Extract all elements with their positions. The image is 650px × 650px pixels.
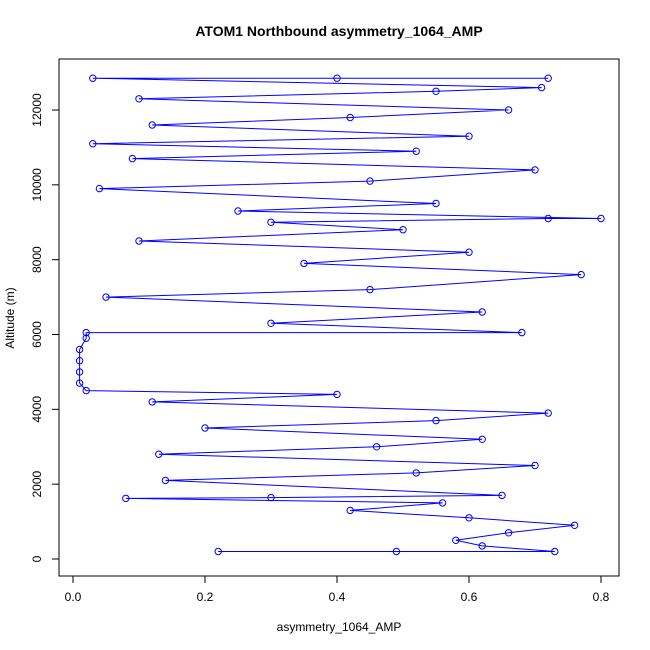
- data-point: [148, 121, 156, 129]
- x-tick-label: 0.0: [65, 590, 82, 604]
- y-axis-label: Altitude (m): [3, 287, 17, 348]
- data-point: [478, 542, 486, 550]
- data-point: [412, 147, 420, 155]
- data-point: [128, 154, 137, 163]
- data-point: [75, 345, 84, 354]
- data-point: [82, 328, 90, 337]
- data-point: [89, 74, 97, 82]
- data-point: [82, 386, 90, 395]
- x-tick-label: 0.4: [329, 590, 346, 604]
- data-point: [544, 409, 552, 417]
- data-point: [465, 248, 473, 256]
- data-point: [432, 199, 440, 208]
- data-point: [478, 308, 486, 316]
- y-axis: 0 2000 4000 6000 8000 10000 12000: [30, 93, 60, 562]
- x-tick-label: 0.6: [461, 590, 478, 604]
- data-point: [346, 113, 354, 122]
- y-tick-label: 2000: [30, 470, 44, 497]
- data-point: [155, 450, 163, 458]
- data-point: [234, 207, 242, 215]
- y-tick-label: 0: [30, 555, 44, 562]
- data-point: [392, 547, 401, 556]
- chart-title: ATOM1 Northbound asymmetry_1064_AMP: [195, 23, 482, 39]
- data-point: [75, 368, 84, 376]
- data-point: [544, 214, 552, 223]
- data-point: [465, 132, 473, 140]
- data-point: [300, 259, 308, 268]
- data-point: [531, 461, 539, 470]
- data-point: [333, 74, 341, 82]
- plot-area: [58, 58, 620, 577]
- data-point: [478, 435, 486, 443]
- data-point: [518, 328, 526, 337]
- data-point: [531, 166, 539, 174]
- data-point: [366, 177, 374, 185]
- data-point: [597, 214, 605, 223]
- data-point: [201, 424, 209, 432]
- data-point: [577, 270, 585, 279]
- data-point: [537, 83, 546, 92]
- data-point: [82, 334, 90, 342]
- y-tick-label: 8000: [30, 246, 44, 273]
- x-axis: 0.0 0.2 0.4 0.6 0.8: [65, 575, 610, 604]
- series-line: [79, 77, 602, 552]
- data-point: [438, 499, 447, 507]
- data-point: [432, 416, 440, 425]
- data-point: [498, 491, 506, 500]
- data-point: [122, 494, 130, 503]
- data-point: [570, 521, 579, 529]
- data-point: [135, 95, 143, 103]
- y-tick-label: 12000: [30, 93, 44, 127]
- data-point: [412, 469, 420, 477]
- data-point: [432, 87, 440, 96]
- data-point: [504, 106, 513, 114]
- y-tick-label: 10000: [30, 168, 44, 202]
- data-point: [346, 506, 354, 515]
- y-tick-label: 4000: [30, 396, 44, 423]
- data-point: [504, 529, 513, 537]
- y-tick-label: 6000: [30, 321, 44, 348]
- data-point: [102, 293, 110, 301]
- data-point: [551, 547, 559, 556]
- x-tick-label: 0.2: [197, 590, 214, 604]
- series-layer: [75, 74, 605, 556]
- data-point: [75, 379, 84, 387]
- x-tick-label: 0.8: [593, 590, 610, 604]
- data-point: [267, 493, 275, 502]
- data-point: [452, 536, 460, 544]
- data-point: [95, 184, 104, 193]
- data-point: [148, 398, 156, 406]
- data-point: [544, 74, 552, 82]
- data-point: [75, 357, 84, 365]
- data-point: [89, 140, 97, 148]
- data-point: [161, 476, 170, 485]
- data-point: [333, 390, 341, 399]
- data-point: [267, 218, 275, 227]
- x-axis-label: asymmetry_1064_AMP: [277, 620, 402, 634]
- data-point: [399, 226, 407, 234]
- data-point: [372, 443, 381, 451]
- data-point: [135, 237, 143, 245]
- data-point: [214, 547, 222, 556]
- data-point: [267, 319, 275, 327]
- data-point: [366, 285, 374, 294]
- data-point: [465, 514, 473, 522]
